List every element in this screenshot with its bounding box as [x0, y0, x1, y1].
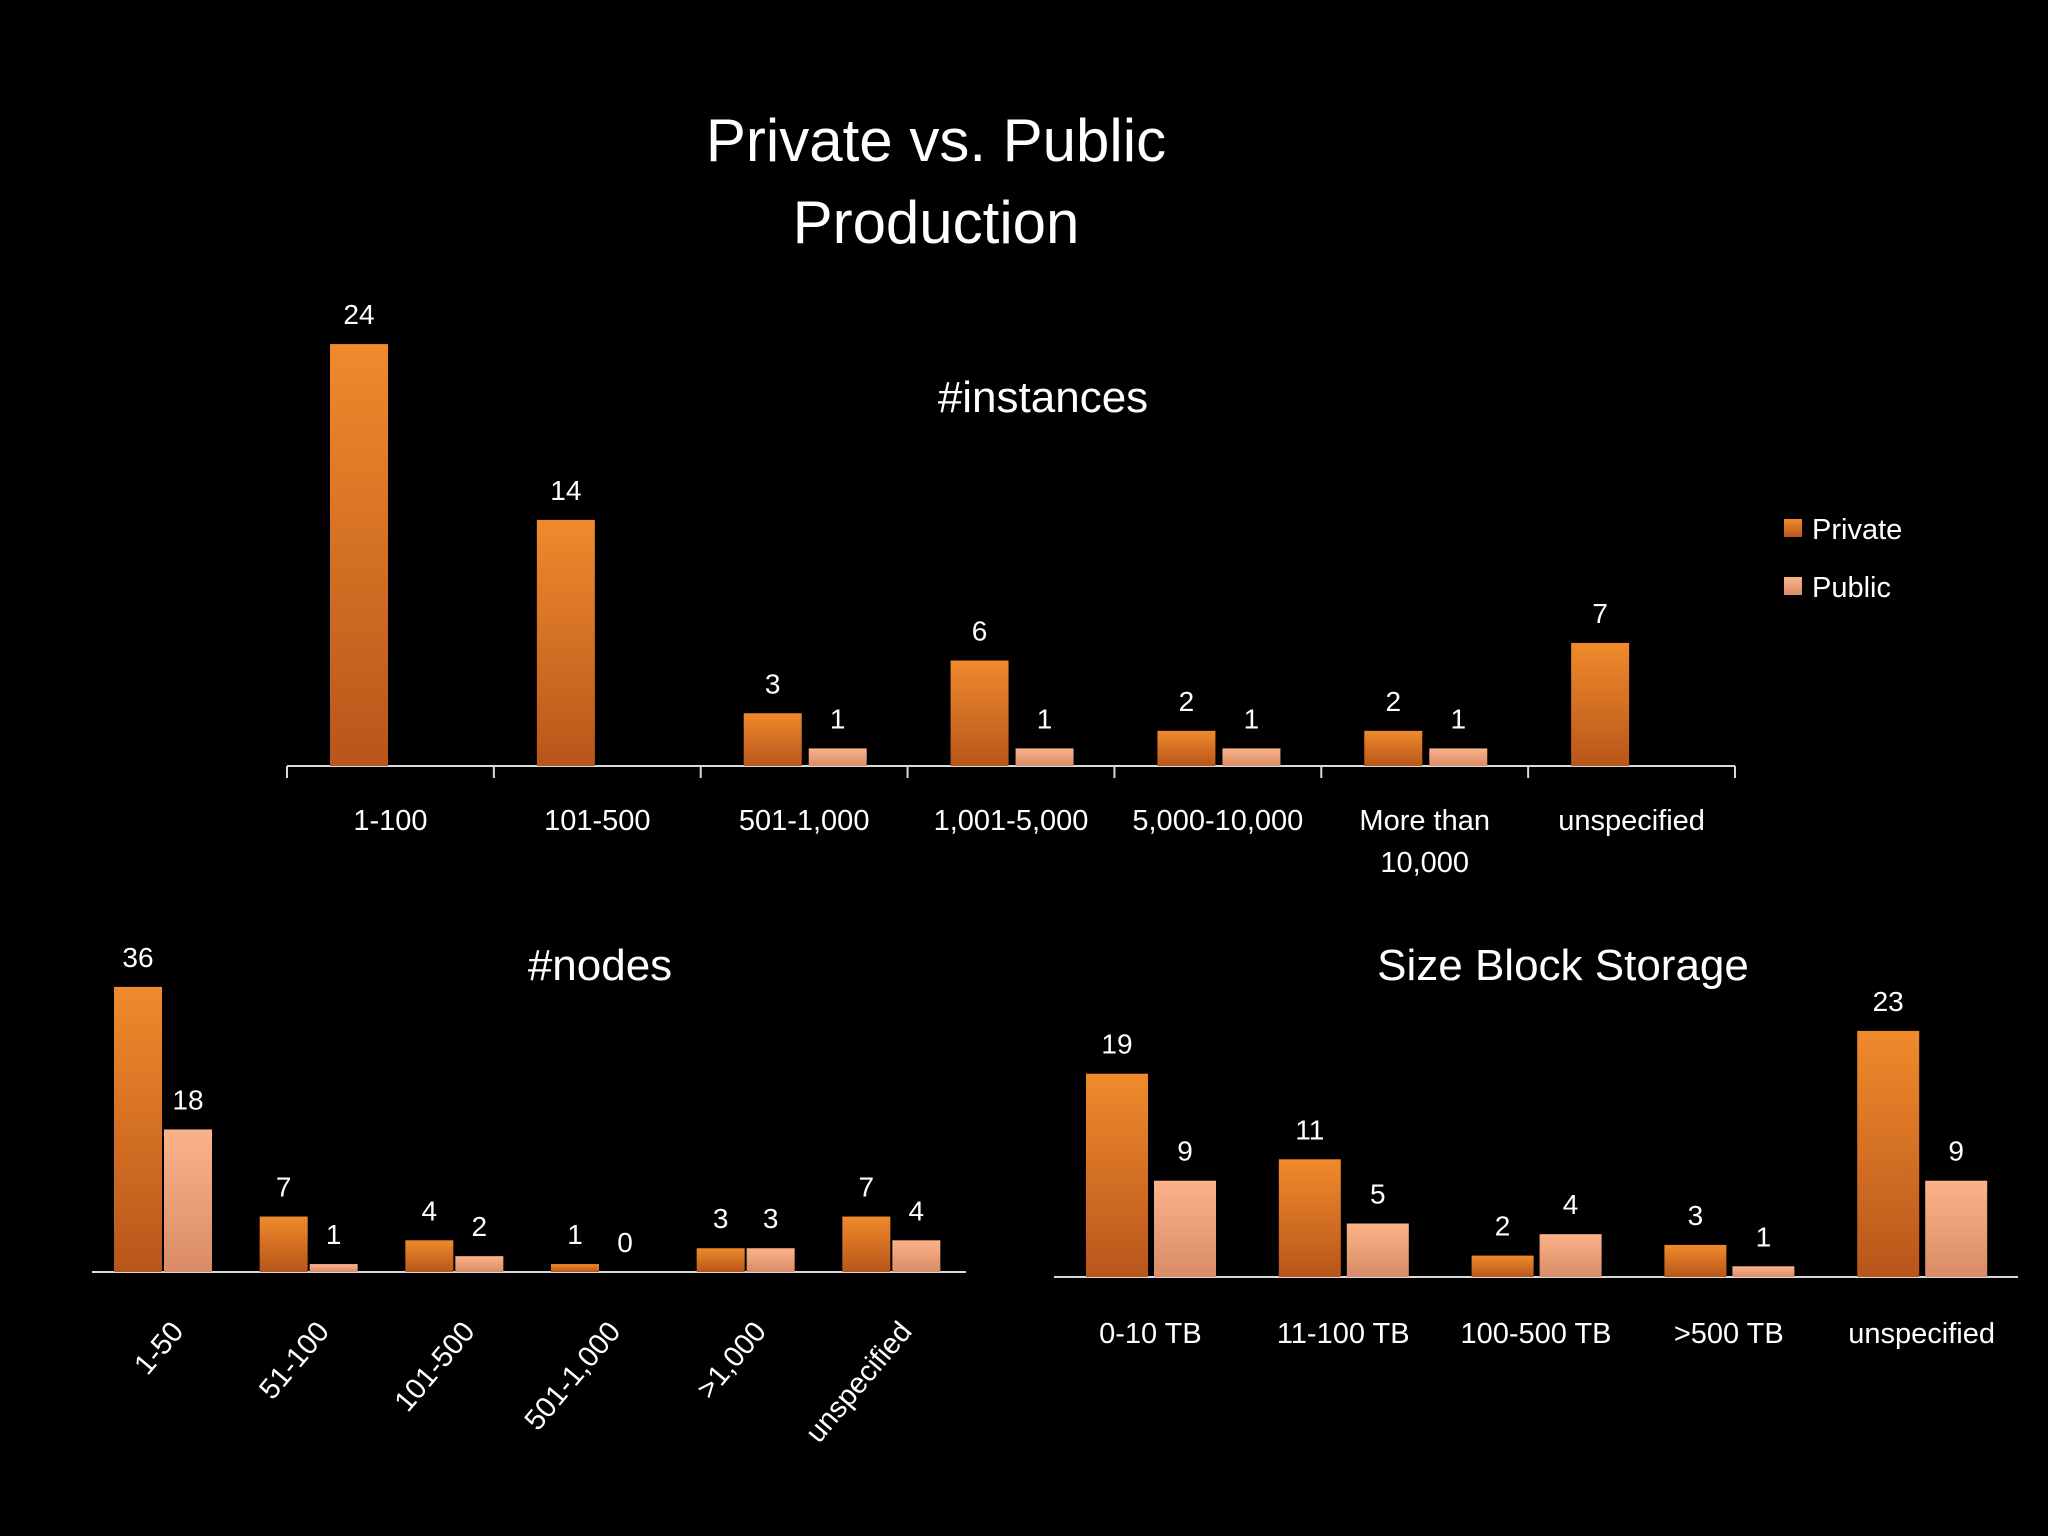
instances-data-label-private-more-than-10-000: 2	[1385, 686, 1401, 717]
nodes-bar-private-unspecified	[842, 1216, 891, 1272]
storage-data-label-private-unspecified: 23	[1873, 986, 1904, 1017]
storage-bar-private-100-500-tb	[1471, 1255, 1534, 1277]
instances-chart: #instances 24 1-100 14 101-500 3 1 501-1,000 6 1 1…	[286, 299, 1902, 879]
instances-chart-title: #instances	[938, 373, 1148, 422]
slide-title-line-1: Private vs. Public	[705, 107, 1167, 174]
nodes-bar-public-unspecified	[892, 1240, 941, 1272]
instances-bar-public-more-than-10-000	[1429, 748, 1488, 766]
nodes-bar-private-501-1-000	[551, 1264, 599, 1272]
nodes-chart-title: #nodes	[528, 941, 672, 990]
storage-data-label-public-unspecified: 9	[1948, 1136, 1964, 1167]
instances-bar-public-501-1-000	[808, 748, 867, 766]
storage-data-label-public-100-500-tb: 4	[1563, 1189, 1579, 1220]
nodes-tick-label-1-50: 1-50	[128, 1316, 190, 1381]
storage-data-label-public-0-10-tb: 9	[1177, 1136, 1193, 1167]
instances-bar-public-5-000-10-000	[1222, 748, 1281, 766]
storage-bar-public-11-100-tb	[1346, 1223, 1409, 1277]
instances-bar-public-1-001-5-000	[1015, 748, 1074, 766]
nodes-data-label-private-51-100: 7	[276, 1172, 292, 1203]
nodes-bar-private-51-100	[259, 1216, 308, 1272]
instances-bar-private-1-001-5-000	[950, 660, 1009, 766]
nodes-data-label-public-unspecified: 4	[909, 1195, 925, 1226]
nodes-data-label-private-501-1-000: 1	[567, 1219, 583, 1250]
storage-tick-label-unspecified: unspecified	[1848, 1318, 1995, 1350]
storage-chart-title: Size Block Storage	[1377, 941, 1749, 990]
nodes-data-label-private-1-50: 36	[122, 942, 153, 973]
nodes-data-label-public-1-000: 3	[763, 1203, 779, 1234]
instances-data-label-public-501-1-000: 1	[830, 703, 846, 734]
nodes-chart: #nodes 36 18 1-50 7 1 51-100 4 2 101-500 1 0 501-1,0…	[92, 941, 966, 1449]
storage-bar-private-0-10-tb	[1086, 1073, 1148, 1277]
storage-bar-private-500-tb	[1664, 1244, 1727, 1277]
nodes-data-label-private-unspecified: 7	[859, 1172, 875, 1203]
nodes-data-label-public-1-50: 18	[172, 1084, 203, 1115]
instances-tick-label-1-001-5-000: 1,001-5,000	[934, 805, 1089, 837]
instances-bar-private-more-than-10-000	[1364, 730, 1423, 766]
slide-title-line-2: Production	[792, 189, 1080, 256]
storage-data-label-private-0-10-tb: 19	[1101, 1029, 1132, 1060]
storage-data-label-public-500-tb: 1	[1756, 1221, 1772, 1252]
nodes-tick-label-1-000: >1,000	[691, 1316, 773, 1405]
storage-tick-label-0-10-tb: 0-10 TB	[1099, 1318, 1202, 1350]
instances-tick-label-101-500: 101-500	[544, 805, 650, 837]
nodes-bar-private-1-000	[696, 1248, 745, 1272]
nodes-data-label-public-501-1-000: 0	[617, 1227, 633, 1258]
nodes-data-label-public-51-100: 1	[326, 1219, 342, 1250]
storage-tick-label-100-500-tb: 100-500 TB	[1460, 1318, 1611, 1350]
storage-tick-label-500-tb: >500 TB	[1674, 1318, 1784, 1350]
nodes-bar-private-101-500	[405, 1240, 454, 1272]
storage-bar-private-11-100-tb	[1278, 1159, 1341, 1277]
storage-data-label-private-100-500-tb: 2	[1495, 1211, 1511, 1242]
storage-bar-public-100-500-tb	[1539, 1234, 1602, 1277]
legend-swatch-public	[1784, 577, 1802, 595]
storage-tick-label-11-100-tb: 11-100 TB	[1277, 1318, 1410, 1350]
legend-label-private: Private	[1812, 514, 1902, 546]
nodes-bar-public-1-50	[164, 1129, 212, 1272]
nodes-bar-public-101-500	[455, 1256, 504, 1272]
nodes-bar-public-51-100	[309, 1264, 358, 1272]
instances-data-label-public-5-000-10-000: 1	[1244, 703, 1260, 734]
legend-swatch-private	[1784, 519, 1802, 537]
instances-tick-label-unspecified: unspecified	[1558, 805, 1705, 837]
instances-data-label-private-101-500: 14	[550, 475, 581, 506]
instances-bar-private-501-1-000	[743, 713, 802, 766]
instances-data-label-private-5-000-10-000: 2	[1179, 686, 1195, 717]
instances-tick-label-more-than-10-000: 10,000	[1380, 847, 1469, 879]
storage-bar-private-unspecified	[1857, 1030, 1920, 1277]
instances-tick-label-1-100: 1-100	[353, 805, 427, 837]
instances-data-label-private-1-001-5-000: 6	[972, 616, 988, 647]
instances-tick-label-5-000-10-000: 5,000-10,000	[1132, 805, 1303, 837]
instances-data-label-private-501-1-000: 3	[765, 668, 781, 699]
instances-bar-private-1-100	[330, 344, 388, 766]
nodes-tick-label-51-100: 51-100	[253, 1316, 336, 1406]
nodes-bar-private-1-50	[114, 986, 162, 1272]
instances-bar-private-unspecified	[1571, 642, 1630, 766]
storage-bar-public-unspecified	[1925, 1180, 1988, 1277]
storage-data-label-private-11-100-tb: 11	[1295, 1114, 1324, 1145]
instances-bar-private-101-500	[536, 519, 595, 766]
nodes-data-label-private-1-000: 3	[713, 1203, 729, 1234]
storage-data-label-public-11-100-tb: 5	[1370, 1179, 1386, 1210]
legend-label-public: Public	[1812, 572, 1891, 604]
storage-bar-public-500-tb	[1732, 1266, 1795, 1277]
nodes-tick-label-101-500: 101-500	[389, 1316, 482, 1418]
slide-title: Private vs. Public Production	[536, 100, 1336, 264]
storage-data-label-private-500-tb: 3	[1688, 1200, 1704, 1231]
instances-bar-private-5-000-10-000	[1157, 730, 1216, 766]
instances-data-label-private-unspecified: 7	[1592, 598, 1608, 629]
nodes-data-label-public-101-500: 2	[472, 1211, 488, 1242]
nodes-tick-label-unspecified: unspecified	[800, 1316, 919, 1449]
instances-data-label-public-more-than-10-000: 1	[1450, 703, 1466, 734]
storage-bar-public-0-10-tb	[1154, 1180, 1216, 1277]
instances-tick-label-more-than-10-000: More than	[1359, 805, 1490, 837]
instances-tick-label-501-1-000: 501-1,000	[739, 805, 870, 837]
nodes-bar-public-1-000	[746, 1248, 795, 1272]
instances-data-label-private-1-100: 24	[343, 299, 374, 330]
nodes-tick-label-501-1-000: 501-1,000	[519, 1316, 627, 1437]
nodes-data-label-private-101-500: 4	[422, 1195, 438, 1226]
instances-data-label-public-1-001-5-000: 1	[1037, 703, 1053, 734]
